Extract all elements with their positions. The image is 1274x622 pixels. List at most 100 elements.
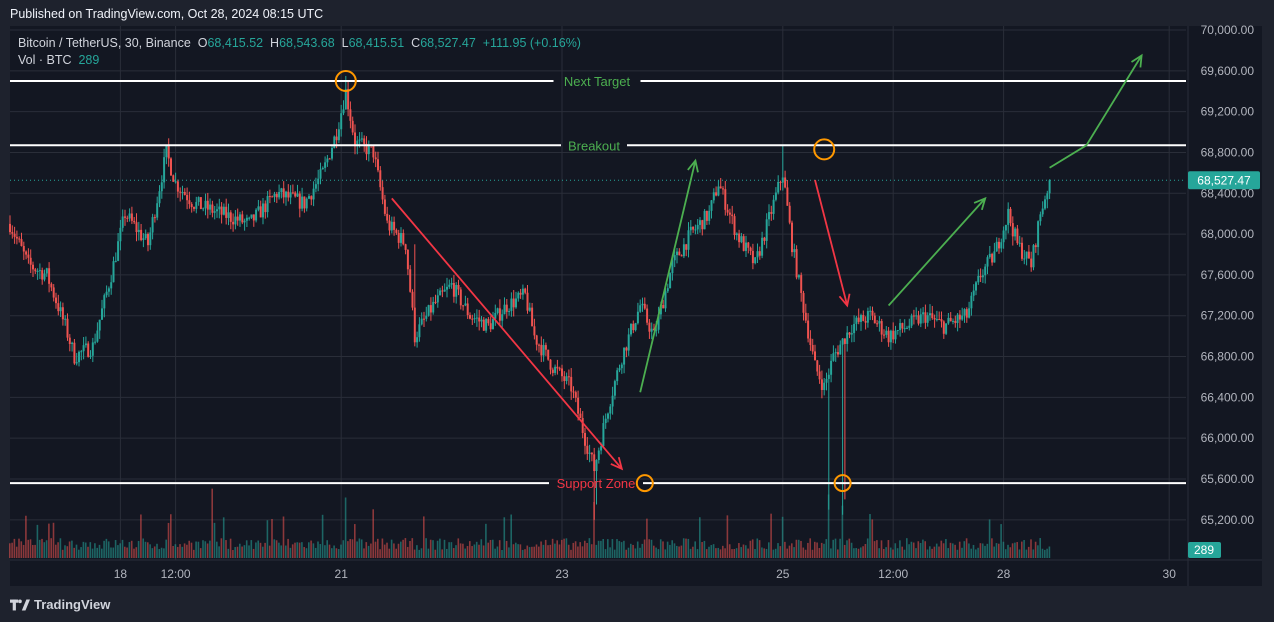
volume-bar bbox=[517, 544, 519, 558]
candle-body bbox=[147, 233, 149, 246]
volume-bar bbox=[314, 547, 317, 558]
trend-arrow-head bbox=[1131, 53, 1143, 68]
volume-bar bbox=[572, 542, 575, 558]
candle-body bbox=[176, 181, 179, 192]
highlight-circle bbox=[833, 474, 852, 493]
price-tick-label: 66,000.00 bbox=[1201, 431, 1255, 445]
candle-body bbox=[613, 381, 616, 396]
volume-bar bbox=[899, 540, 901, 558]
candle-body bbox=[222, 206, 225, 215]
candle-body bbox=[18, 238, 21, 240]
volume-bar bbox=[818, 548, 821, 558]
candle-body bbox=[510, 298, 513, 311]
volume-bar bbox=[151, 548, 154, 558]
volume-bar bbox=[291, 544, 294, 558]
volume-bar bbox=[243, 545, 246, 558]
legend-low-label: L bbox=[341, 36, 349, 50]
volume-bar bbox=[354, 524, 356, 558]
candle-body bbox=[1018, 242, 1021, 244]
volume-bar bbox=[689, 548, 692, 558]
volume-bar bbox=[406, 546, 409, 558]
footer-brand[interactable]: TradingView bbox=[10, 597, 110, 612]
volume-bar bbox=[795, 539, 798, 558]
volume-bar bbox=[112, 547, 115, 558]
candle-body bbox=[409, 269, 412, 292]
volume-bar bbox=[659, 539, 662, 558]
volume-bar bbox=[296, 542, 299, 558]
candle-body bbox=[1032, 245, 1035, 268]
candle-body bbox=[165, 144, 168, 158]
volume-bar bbox=[577, 546, 579, 558]
volume-bar bbox=[236, 546, 239, 558]
volume-bar bbox=[229, 538, 232, 558]
volume-bar bbox=[995, 543, 998, 558]
volume-bar bbox=[1032, 549, 1035, 558]
candle-body bbox=[84, 343, 87, 346]
candle-body bbox=[381, 187, 384, 200]
volume-bar bbox=[165, 539, 167, 558]
volume-bar bbox=[114, 540, 117, 558]
volume-bar bbox=[643, 539, 646, 558]
volume-bar bbox=[1004, 549, 1007, 558]
volume-bar bbox=[558, 544, 561, 558]
volume-bar bbox=[374, 541, 377, 558]
candle-body bbox=[600, 446, 603, 451]
candle-body bbox=[170, 158, 172, 176]
volume-bar bbox=[924, 541, 926, 558]
candle-body bbox=[195, 201, 198, 209]
price-tick-label: 69,600.00 bbox=[1201, 64, 1255, 78]
volume-bar bbox=[41, 538, 43, 558]
candle-body bbox=[922, 312, 925, 315]
candle-body bbox=[439, 290, 442, 296]
volume-bar bbox=[216, 541, 218, 558]
candle-body bbox=[664, 291, 667, 309]
candle-body bbox=[662, 304, 665, 309]
volume-bar bbox=[908, 544, 910, 558]
candle-body bbox=[78, 351, 80, 363]
brand-name: TradingView bbox=[34, 597, 111, 612]
candle-body bbox=[1007, 208, 1010, 225]
legend-ohlc-row: Bitcoin / TetherUS, 30, Binance O68,415.… bbox=[18, 36, 581, 53]
candle-body bbox=[551, 369, 554, 373]
candle-body bbox=[202, 208, 205, 210]
volume-bar bbox=[351, 539, 354, 558]
volume-bar bbox=[418, 549, 420, 558]
volume-bar bbox=[34, 544, 36, 558]
volume-bar bbox=[107, 541, 110, 558]
volume-bar bbox=[103, 540, 105, 558]
candle-body bbox=[784, 177, 787, 188]
volume-bar bbox=[317, 541, 319, 558]
candle-body bbox=[942, 321, 945, 334]
price-tick-label: 69,200.00 bbox=[1201, 105, 1255, 119]
volume-bar bbox=[889, 547, 892, 558]
chart-area[interactable] bbox=[10, 26, 1262, 586]
candle-body bbox=[641, 303, 644, 306]
candle-body bbox=[400, 233, 402, 243]
volume-bar bbox=[800, 540, 802, 558]
volume-bar bbox=[680, 545, 683, 558]
candle-body bbox=[423, 318, 425, 320]
volume-bar bbox=[82, 541, 85, 558]
last-price-badge bbox=[1188, 171, 1260, 190]
candle-body bbox=[625, 347, 628, 351]
candle-body bbox=[763, 237, 766, 241]
candle-body bbox=[446, 286, 448, 290]
volume-bar bbox=[544, 539, 547, 558]
candle-body bbox=[301, 196, 304, 209]
candle-body bbox=[282, 188, 285, 198]
candle-body bbox=[954, 320, 957, 323]
volume-bar bbox=[915, 548, 917, 558]
volume-bar bbox=[945, 539, 947, 558]
candle-body bbox=[653, 328, 655, 331]
candle-body bbox=[436, 295, 439, 303]
volume-bar bbox=[441, 549, 443, 558]
candle-body bbox=[915, 315, 918, 317]
volume-bar bbox=[618, 541, 621, 558]
volume-bar bbox=[807, 542, 809, 558]
volume-bar bbox=[671, 540, 673, 558]
volume-bar bbox=[197, 541, 200, 558]
volume-bar bbox=[429, 539, 432, 558]
volume-bar bbox=[425, 538, 427, 558]
volume-bar bbox=[423, 516, 425, 558]
